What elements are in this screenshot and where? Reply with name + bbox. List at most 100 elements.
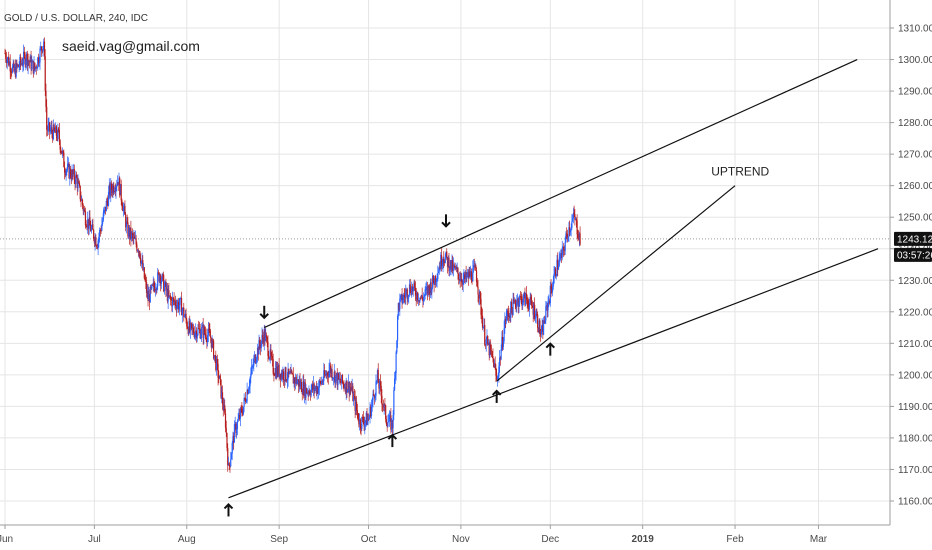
candle-body bbox=[13, 62, 15, 72]
candle-body bbox=[266, 337, 268, 342]
uptrend-label: UPTREND bbox=[711, 164, 769, 178]
candle-body bbox=[326, 372, 328, 376]
candle-body bbox=[356, 401, 358, 411]
candle-body bbox=[361, 416, 363, 429]
channel-upper[interactable] bbox=[263, 58, 858, 329]
candle-body bbox=[17, 64, 20, 68]
candle-body bbox=[220, 379, 222, 398]
y-tick-label: 1250.00 bbox=[898, 213, 932, 224]
pivot-markers bbox=[223, 214, 556, 517]
trendlines[interactable] bbox=[228, 58, 879, 499]
candle-body bbox=[452, 264, 455, 271]
candle-body bbox=[548, 300, 551, 304]
candle-body bbox=[438, 266, 440, 272]
up-arrow-icon bbox=[223, 503, 234, 517]
candle-body bbox=[454, 266, 456, 270]
candle-body bbox=[525, 293, 528, 300]
y-tick-label: 1310.00 bbox=[898, 24, 932, 35]
candle-body bbox=[259, 339, 261, 346]
candle-body bbox=[399, 295, 402, 299]
candle-body bbox=[488, 342, 490, 356]
candle-body bbox=[554, 268, 557, 277]
candle-body bbox=[537, 327, 539, 333]
candle-body bbox=[407, 297, 409, 299]
candle-body bbox=[324, 374, 326, 376]
candle-body bbox=[246, 390, 248, 402]
arrow-head bbox=[441, 221, 451, 228]
candle-body bbox=[350, 387, 353, 391]
candle-body bbox=[247, 390, 249, 394]
candle-body bbox=[9, 61, 11, 72]
candle-body bbox=[331, 369, 333, 379]
candle-body bbox=[362, 417, 364, 423]
candle-body bbox=[350, 387, 352, 389]
candle-body bbox=[318, 380, 320, 388]
candle-body bbox=[335, 375, 337, 384]
candle-body bbox=[574, 214, 576, 220]
candle-body bbox=[172, 297, 174, 307]
candle-body bbox=[328, 370, 330, 377]
candle-body bbox=[341, 374, 344, 383]
candle-body bbox=[373, 393, 375, 396]
candle-body bbox=[209, 331, 211, 337]
candle-body bbox=[192, 327, 195, 334]
candle-body bbox=[235, 423, 237, 434]
candle-body bbox=[476, 282, 478, 288]
last-price-badge: 1243.12 bbox=[894, 231, 932, 246]
x-tick-label: Aug bbox=[178, 534, 196, 545]
candle-body bbox=[273, 373, 275, 376]
candle-body bbox=[145, 282, 148, 294]
candle-body bbox=[503, 328, 505, 341]
candle-body bbox=[472, 268, 474, 282]
candle-body bbox=[378, 382, 380, 389]
candle-body bbox=[218, 375, 221, 379]
candle-body bbox=[540, 330, 542, 335]
candle-body bbox=[28, 61, 31, 63]
candle-body bbox=[510, 301, 512, 318]
candle-body bbox=[188, 321, 190, 334]
candle-body bbox=[339, 378, 341, 383]
candle-body bbox=[153, 282, 155, 288]
candle-body bbox=[16, 63, 18, 67]
candle-body bbox=[75, 174, 77, 184]
candle-body bbox=[160, 275, 162, 284]
candle-body bbox=[439, 266, 441, 269]
candle-body bbox=[534, 304, 536, 319]
candle-body bbox=[579, 233, 581, 245]
candle-body bbox=[80, 199, 82, 201]
candle-body bbox=[144, 278, 146, 281]
time-axis[interactable]: Jun Jul Aug Sep Oct Nov Dec 2019 Feb Mar bbox=[0, 525, 828, 545]
candle-body bbox=[37, 57, 40, 64]
candle-body bbox=[254, 354, 256, 363]
candle-body bbox=[10, 71, 12, 73]
candle-body bbox=[285, 380, 288, 382]
candle-body bbox=[565, 233, 567, 243]
candle-body bbox=[384, 404, 386, 406]
candle-body bbox=[332, 378, 335, 379]
candle-body bbox=[572, 218, 574, 222]
candle-body bbox=[429, 287, 431, 295]
channel-lower[interactable] bbox=[228, 248, 879, 499]
candle-body bbox=[518, 302, 520, 307]
candle-body bbox=[513, 300, 516, 302]
candle-body bbox=[450, 260, 452, 270]
uptrend-line[interactable] bbox=[496, 185, 736, 382]
candle-body bbox=[71, 170, 73, 180]
candle-body bbox=[343, 383, 345, 388]
candle-body bbox=[26, 53, 28, 67]
candle-body bbox=[449, 269, 451, 272]
candle-body bbox=[533, 304, 535, 315]
candle-body bbox=[139, 251, 141, 259]
candle-body bbox=[5, 58, 8, 64]
candle-body bbox=[84, 209, 86, 212]
candle-body bbox=[274, 368, 277, 376]
candle-body bbox=[20, 63, 22, 64]
candle-body bbox=[556, 259, 558, 276]
x-tick-label: Nov bbox=[452, 534, 470, 545]
candle-body bbox=[105, 201, 107, 212]
candle-body bbox=[242, 406, 244, 415]
candle-body bbox=[356, 410, 358, 414]
arrow-head bbox=[491, 389, 502, 396]
candle-body bbox=[525, 293, 527, 305]
